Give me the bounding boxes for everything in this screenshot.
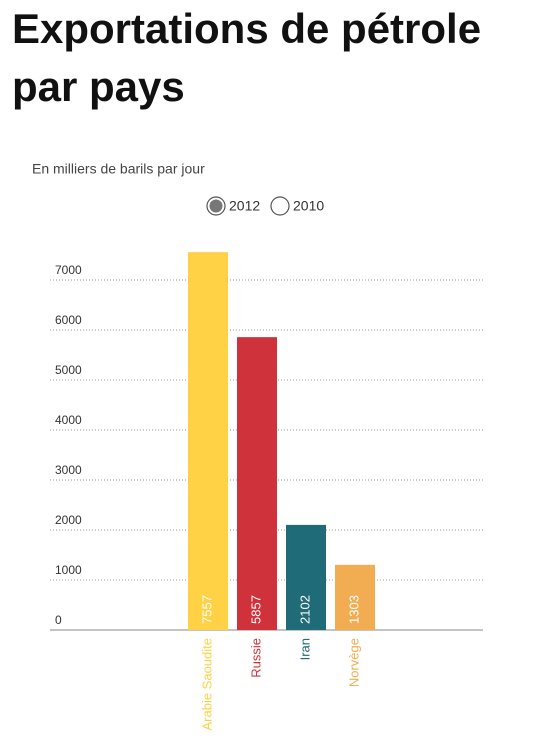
chart-title: Exportations de pétrole: [12, 5, 481, 52]
y-tick-label: 0: [55, 613, 62, 627]
radio-label[interactable]: 2010: [293, 198, 324, 214]
value-label: 7557: [199, 595, 214, 624]
value-label: 1303: [346, 595, 361, 624]
x-tick-label: Russie: [248, 638, 263, 678]
y-tick-label: 5000: [55, 363, 82, 377]
y-tick-label: 7000: [55, 263, 82, 277]
value-label: 5857: [248, 595, 263, 624]
y-tick-label: 1000: [55, 563, 82, 577]
x-tick-label: Arabie Saoudite: [199, 638, 214, 731]
bar: [237, 337, 277, 630]
radio-button[interactable]: [270, 196, 290, 216]
bar: [286, 524, 326, 630]
radio-label[interactable]: 2012: [229, 198, 260, 214]
y-tick-label: 2000: [55, 513, 82, 527]
x-tick-label: Norvège: [346, 638, 361, 687]
value-label: 2102: [297, 595, 312, 624]
y-tick-label: 3000: [55, 463, 82, 477]
chart-subtitle: En milliers de barils par jour: [32, 161, 205, 177]
bar: [335, 564, 375, 630]
radio-dot[interactable]: [209, 199, 223, 213]
y-tick-label: 6000: [55, 313, 82, 327]
y-tick-label: 4000: [55, 413, 82, 427]
bar: [188, 252, 228, 630]
x-tick-label: Iran: [297, 638, 312, 660]
chart-title: par pays: [12, 63, 185, 110]
